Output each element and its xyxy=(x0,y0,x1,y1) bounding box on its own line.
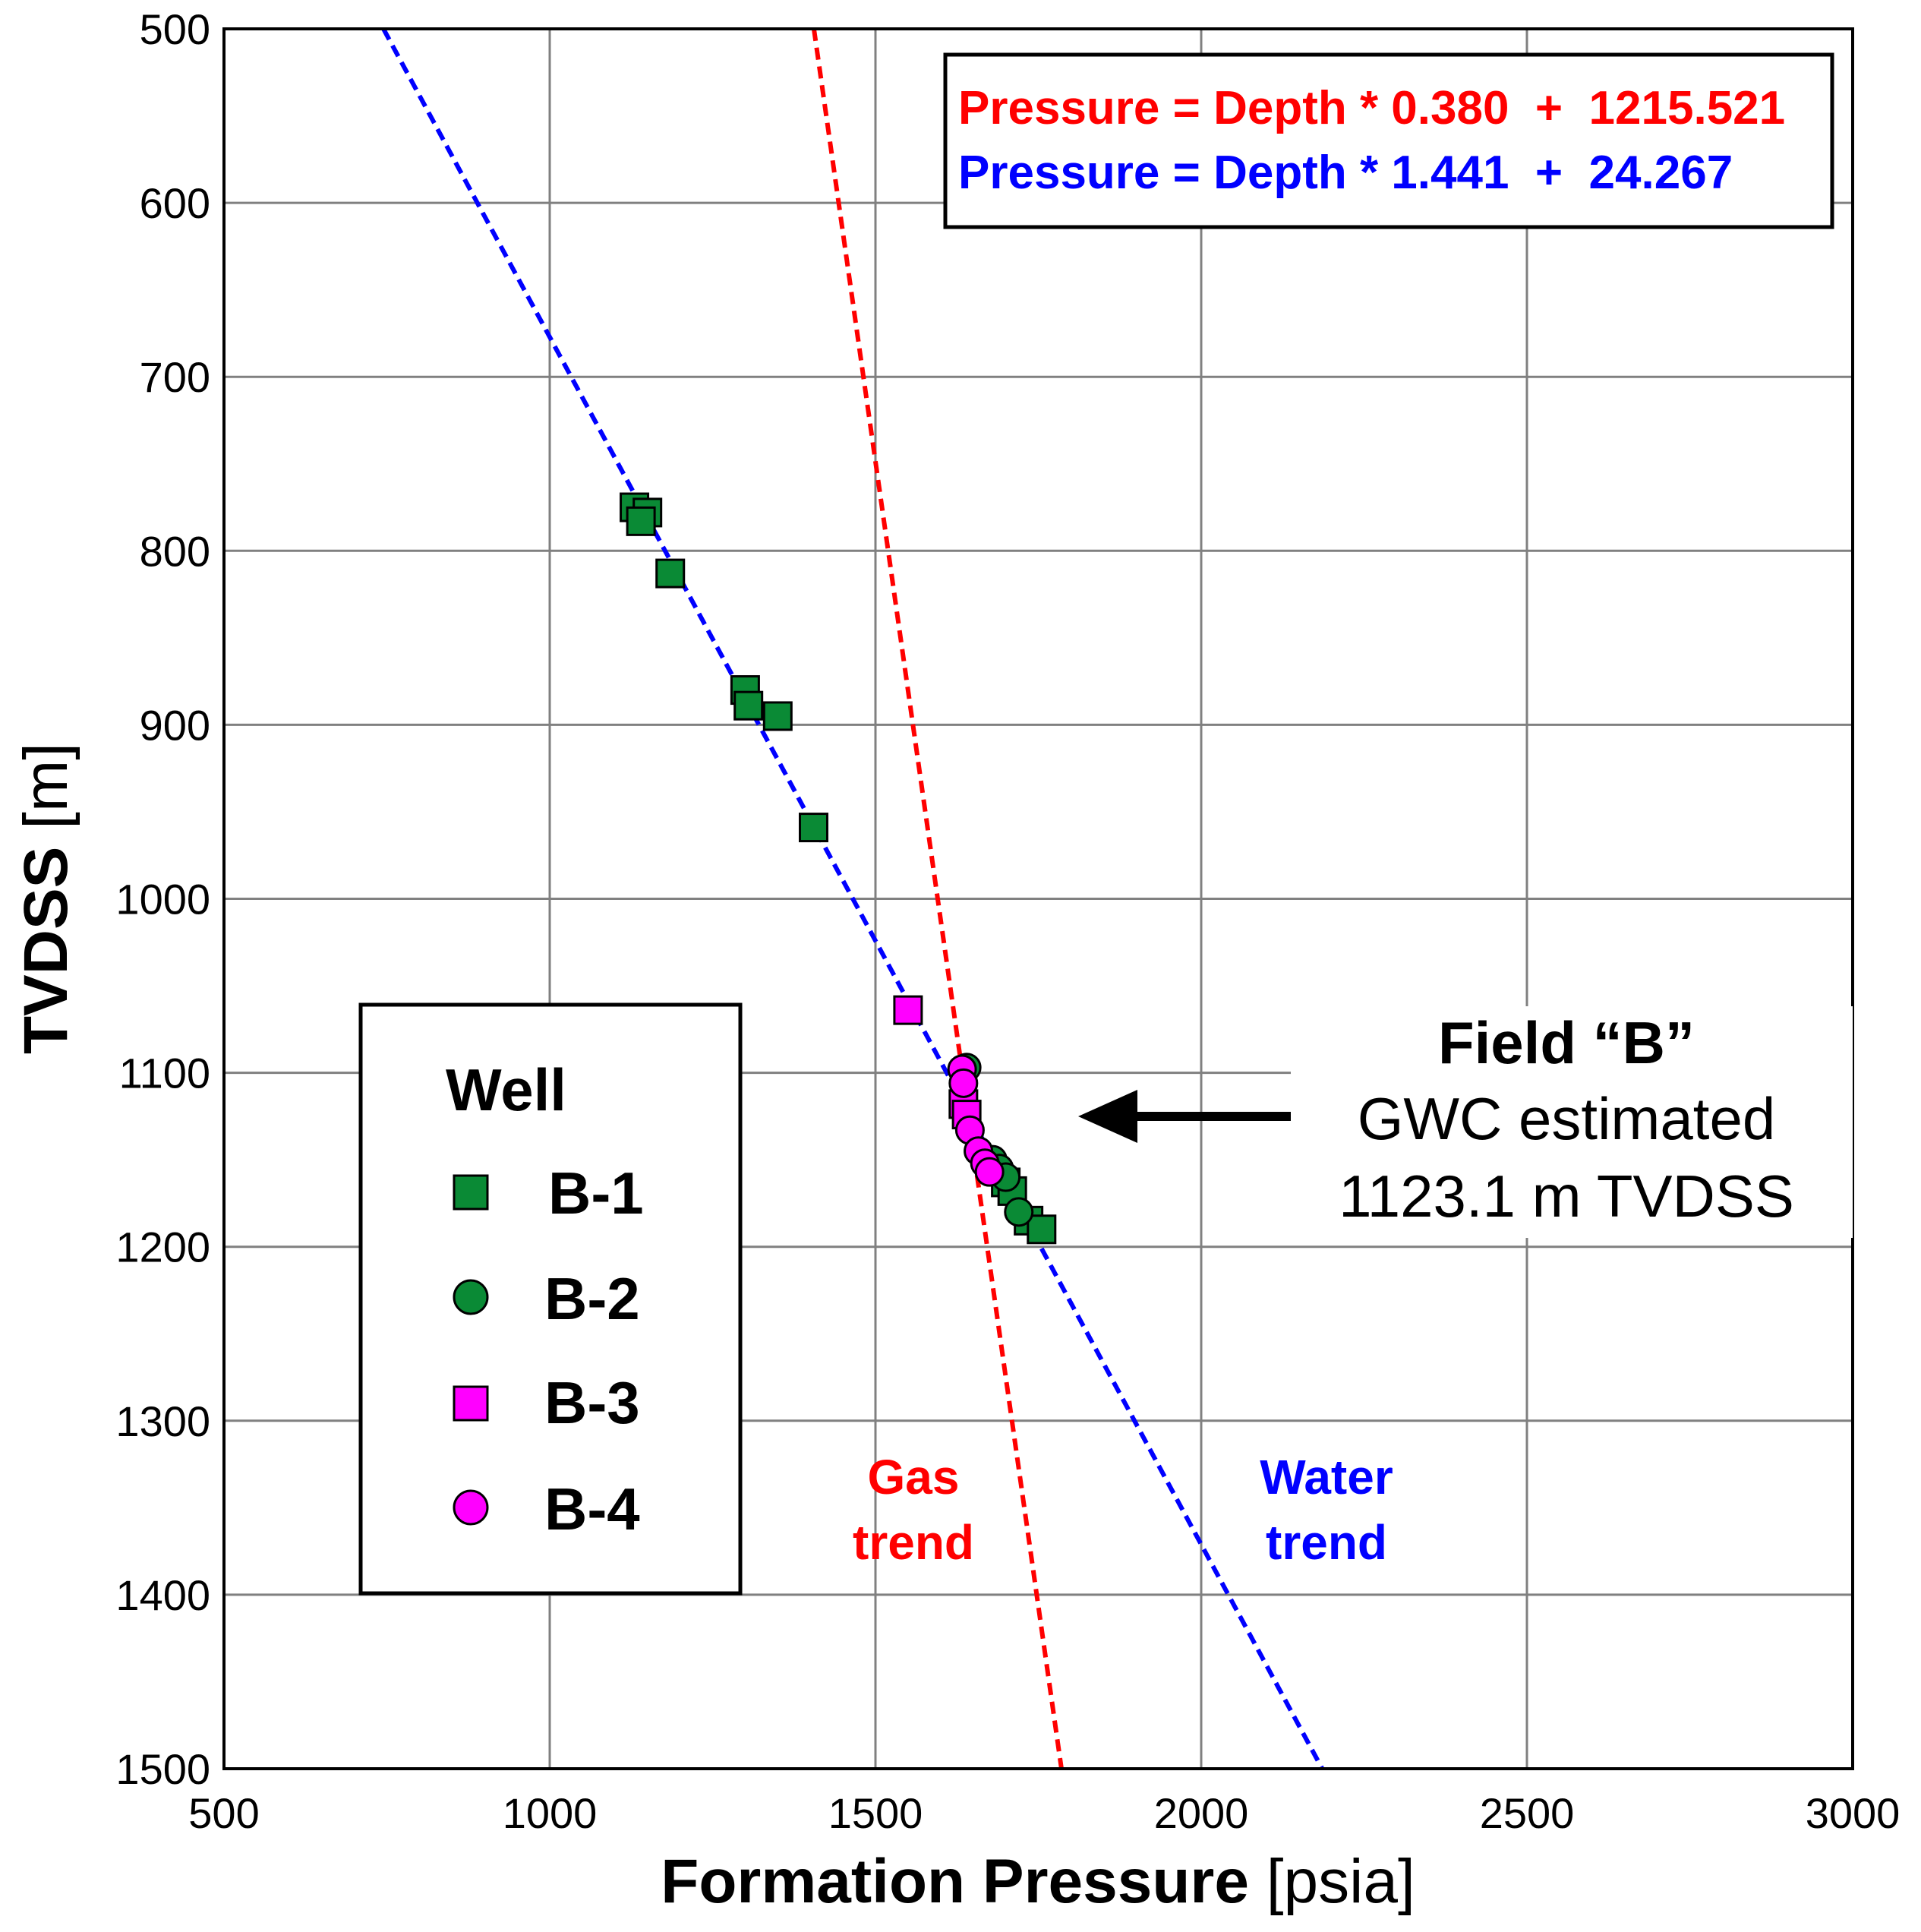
legend-label-b3: B-3 xyxy=(544,1369,640,1436)
equation-box: Pressure = Depth * 0.380 + 1215.521 Pres… xyxy=(943,52,1834,229)
x-tick-label-500: 500 xyxy=(188,1789,259,1837)
point-b-1-6 xyxy=(762,701,793,731)
point-b-1-3 xyxy=(655,558,686,589)
legend-title: Well xyxy=(446,1056,566,1123)
point-b-4-1 xyxy=(948,1068,979,1098)
legend-marker-b4 xyxy=(453,1489,489,1526)
gas-equation: Pressure = Depth * 0.380 + 1215.521 xyxy=(958,82,1785,134)
legend-marker-b1 xyxy=(453,1174,489,1211)
y-tick-label-1300: 1300 xyxy=(115,1397,210,1445)
point-b-1-11 xyxy=(1027,1214,1057,1245)
y-tick-label-800: 800 xyxy=(140,527,210,575)
plot-frame xyxy=(222,27,1854,1770)
arrow-head-icon xyxy=(1078,1090,1137,1143)
x-tick-label-1500: 1500 xyxy=(828,1789,923,1837)
gas-trend-label: Gas xyxy=(868,1450,960,1504)
y-tick-label-1100: 1100 xyxy=(119,1050,210,1097)
water-equation: Pressure = Depth * 1.441 + 24.267 xyxy=(958,147,1733,199)
data-markers xyxy=(620,492,1057,1245)
legend-label-b1: B-1 xyxy=(548,1160,644,1226)
x-tick-label-1000: 1000 xyxy=(503,1789,598,1837)
y-tick-labels: 500 600 700 800 900 1000 1100 1200 1300 1400 1500 xyxy=(115,5,210,1793)
point-b-1-7 xyxy=(798,813,828,843)
y-tick-label-900: 900 xyxy=(140,701,210,749)
gas-trend-label-line2: trend xyxy=(853,1515,974,1570)
x-tick-labels: 500 1000 1500 2000 2500 3000 xyxy=(188,1789,1900,1837)
legend: Well B-1 B-2 B-3 B-4 xyxy=(358,1002,743,1596)
water-trend-line xyxy=(381,27,1325,1770)
point-b-2-4 xyxy=(1004,1197,1034,1227)
y-tick-label-1400: 1400 xyxy=(115,1571,210,1619)
y-tick-label-1200: 1200 xyxy=(115,1223,210,1271)
y-tick-label-1000: 1000 xyxy=(115,876,210,923)
y-tick-label-600: 600 xyxy=(140,179,210,227)
legend-label-b2: B-2 xyxy=(544,1265,640,1332)
annotation-title: Field “B” xyxy=(1438,1009,1695,1076)
point-b-3-0 xyxy=(893,995,923,1025)
water-trend-label: Water xyxy=(1260,1450,1393,1504)
point-b-4-5 xyxy=(974,1157,1005,1187)
point-b-1-2 xyxy=(626,506,656,536)
y-axis-title: TVDSS [m] xyxy=(11,743,80,1054)
x-tick-label-2500: 2500 xyxy=(1480,1789,1575,1837)
x-axis-title: Formation Pressure [psia] xyxy=(661,1847,1415,1916)
gwc-annotation: Field “B” GWC estimated 1123.1 m TVDSS xyxy=(1078,1006,1853,1238)
x-tick-label-2000: 2000 xyxy=(1154,1789,1249,1837)
annotation-line-2: 1123.1 m TVDSS xyxy=(1339,1163,1794,1230)
y-tick-label-500: 500 xyxy=(140,5,210,53)
gas-trend-line xyxy=(811,28,1064,1769)
water-trend-label-line2: trend xyxy=(1266,1515,1387,1570)
x-tick-label-3000: 3000 xyxy=(1806,1789,1900,1837)
legend-marker-b2 xyxy=(453,1279,489,1315)
annotation-line-1: GWC estimated xyxy=(1358,1085,1775,1152)
y-tick-label-700: 700 xyxy=(140,353,210,401)
point-b-1-5 xyxy=(733,690,764,721)
y-tick-label-1500: 1500 xyxy=(115,1745,210,1793)
legend-label-b4: B-4 xyxy=(544,1476,640,1542)
legend-marker-b3 xyxy=(453,1385,489,1422)
trend-lines xyxy=(381,27,1325,1770)
